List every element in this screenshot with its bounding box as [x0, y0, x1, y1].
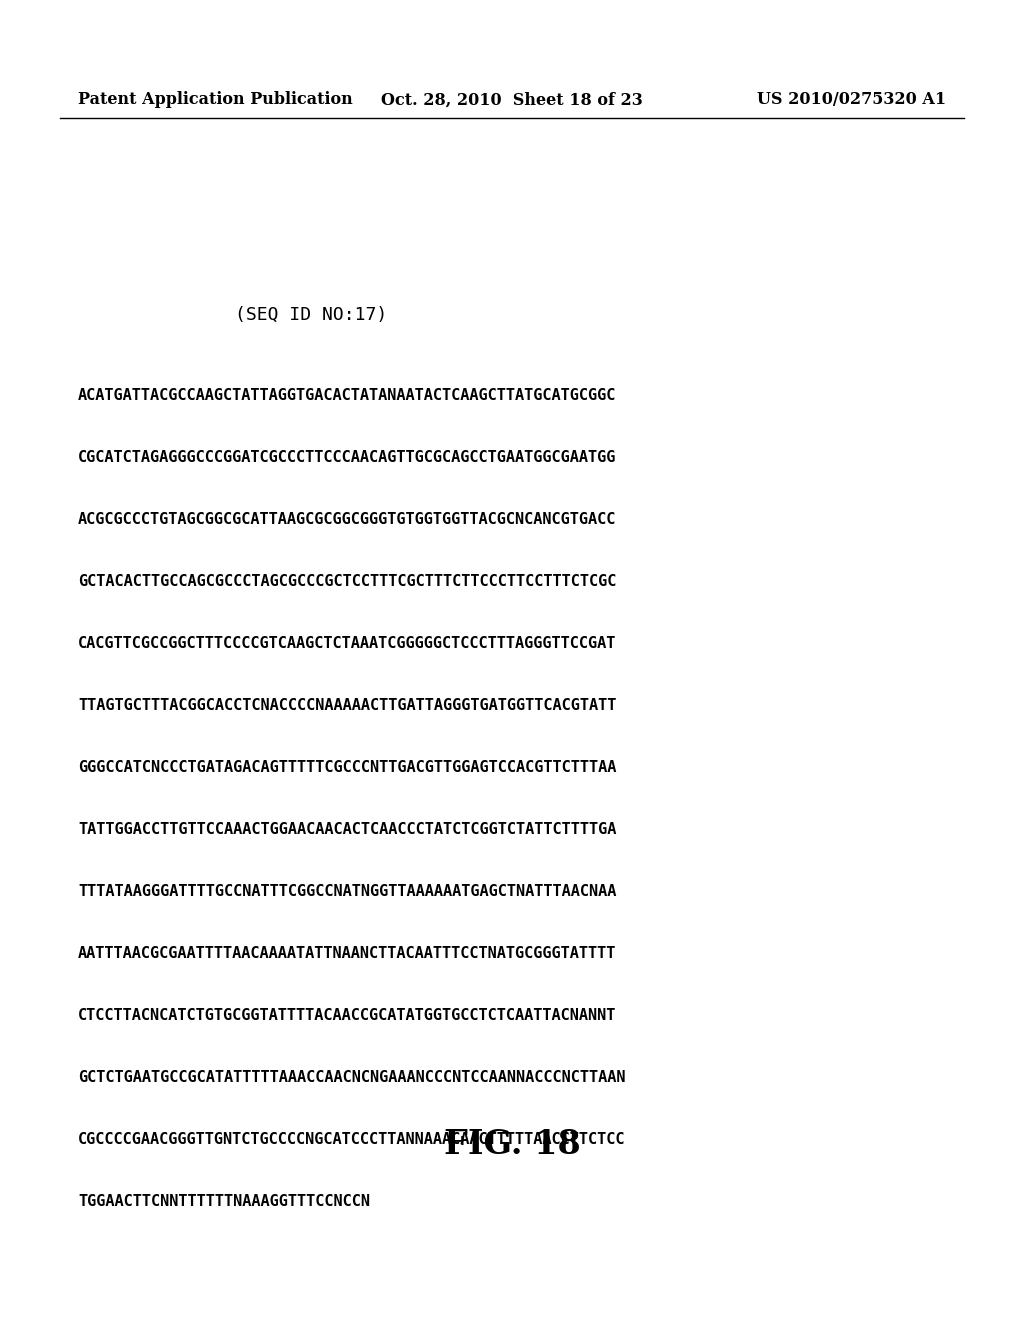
- Text: AATTTAACGCGAATTTTAACAAAATATTNAANCTTACAATTTCCTNATGCGGGTATTTT: AATTTAACGCGAATTTTAACAAAATATTNAANCTTACAAT…: [78, 945, 616, 961]
- Text: TGGAACTTCNNTTTTTTNAAAGGTTTCCNCCN: TGGAACTTCNNTTTTTTNAAAGGTTTCCNCCN: [78, 1193, 370, 1209]
- Text: GCTACACTTGCCAGCGCCCTAGCGCCCGCTCCTTTCGCTTTCTTCCCTTCCTTTCTCGC: GCTACACTTGCCAGCGCCCTAGCGCCCGCTCCTTTCGCTT…: [78, 573, 616, 589]
- Text: FIG. 18: FIG. 18: [443, 1129, 581, 1162]
- Text: Oct. 28, 2010  Sheet 18 of 23: Oct. 28, 2010 Sheet 18 of 23: [381, 91, 643, 108]
- Text: Patent Application Publication: Patent Application Publication: [78, 91, 352, 108]
- Text: CGCATCTAGAGGGCCCGGATCGCCCTTCCCAACAGTTGCGCAGCCTGAATGGCGAATGG: CGCATCTAGAGGGCCCGGATCGCCCTTCCCAACAGTTGCG…: [78, 450, 616, 465]
- Text: TTTATAAGGGATTTTGCCNATTTCGGCCNATNGGTTAAAAAATGAGCTNATTTAACNAA: TTTATAAGGGATTTTGCCNATTTCGGCCNATNGGTTAAAA…: [78, 883, 616, 899]
- Text: US 2010/0275320 A1: US 2010/0275320 A1: [757, 91, 946, 108]
- Text: TATTGGACCTTGTTCCAAACTGGAACAACACTCAACCCTATCTCGGTCTATTCTTTTGA: TATTGGACCTTGTTCCAAACTGGAACAACACTCAACCCTA…: [78, 821, 616, 837]
- Text: CACGTTCGCCGGCTTTCCCCGTCAAGCTCTAAATCGGGGGCTCCCTTTAGGGTTCCGAT: CACGTTCGCCGGCTTTCCCCGTCAAGCTCTAAATCGGGGG…: [78, 635, 616, 651]
- Text: TTAGTGCTTTACGGCACCTCNACCCCNAAAAACTTGATTAGGGTGATGGTTCACGTATT: TTAGTGCTTTACGGCACCTCNACCCCNAAAAACTTGATTA…: [78, 697, 616, 713]
- Text: GGGCCATCNCCCTGATAGACAGTTTTTCGCCCNTTGACGTTGGAGTCCACGTTCTTTAA: GGGCCATCNCCCTGATAGACAGTTTTTCGCCCNTTGACGT…: [78, 759, 616, 775]
- Text: (SEQ ID NO:17): (SEQ ID NO:17): [234, 306, 387, 323]
- Text: CGCCCCGAACGGGTTGNTCTGCCCCNGCATCCCTTANNAAACAACTTTTTAACCTTCTCC: CGCCCCGAACGGGTTGNTCTGCCCCNGCATCCCTTANNAA…: [78, 1131, 626, 1147]
- Text: ACATGATTACGCCAAGCTATTAGGTGACACTATANAATACTCAAGCTTATGCATGCGGC: ACATGATTACGCCAAGCTATTAGGTGACACTATANAATAC…: [78, 388, 616, 403]
- Text: GCTCTGAATGCCGCATATTTTTAAACCAACNCNGAAANCCCNTCCAANNACCCNCTTAAN: GCTCTGAATGCCGCATATTTTTAAACCAACNCNGAAANCC…: [78, 1069, 626, 1085]
- Text: CTCCTTACNCATCTGTGCGGTATTTTACAACCGCATATGGTGCCTCTCAATTACNANNT: CTCCTTACNCATCTGTGCGGTATTTTACAACCGCATATGG…: [78, 1007, 616, 1023]
- Text: ACGCGCCCTGTAGCGGCGCATTAAGCGCGGCGGGTGTGGTGGTTACGCNCANCGTGACC: ACGCGCCCTGTAGCGGCGCATTAAGCGCGGCGGGTGTGGT…: [78, 511, 616, 527]
